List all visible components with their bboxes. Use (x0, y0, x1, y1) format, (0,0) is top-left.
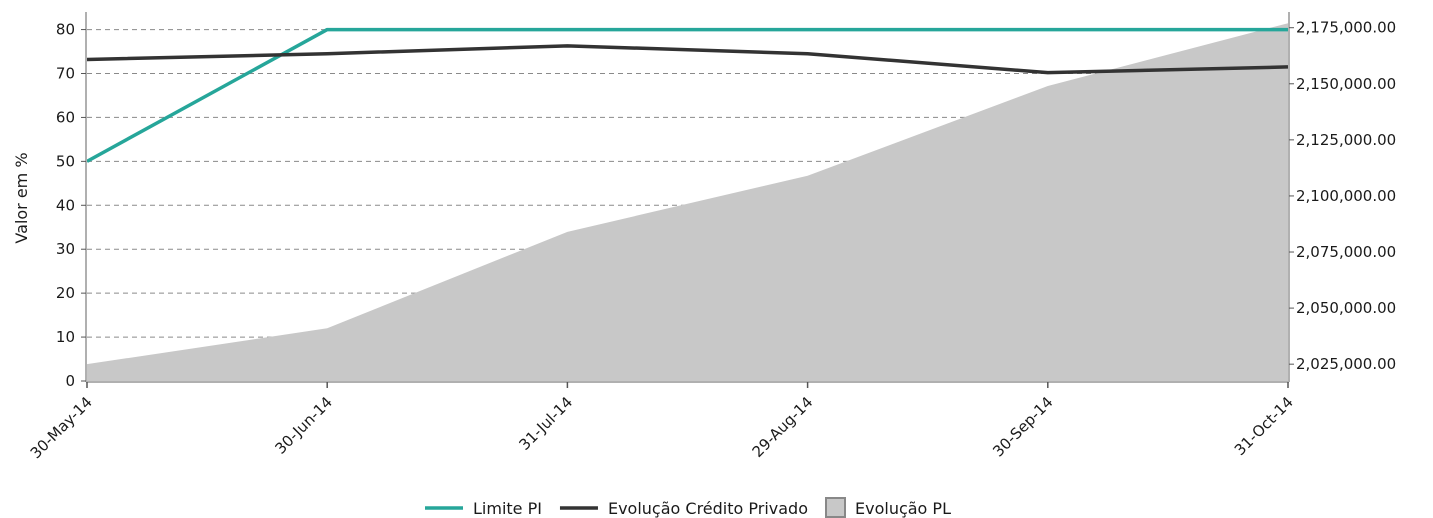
right-tick-label: 2,150,000.00 (1296, 75, 1396, 93)
x-tick-label: 31-Jul-14 (515, 393, 576, 454)
left-tick-label: 30 (56, 240, 75, 258)
right-tick-label: 2,025,000.00 (1296, 355, 1396, 373)
left-tick-label: 10 (56, 328, 75, 346)
left-tick-label: 50 (56, 152, 75, 170)
x-tick-label: 29-Aug-14 (749, 393, 817, 461)
legend-item[interactable]: Evolução Crédito Privado (559, 499, 808, 518)
left-tick-label: 40 (56, 196, 75, 214)
x-tick-label: 31-Oct-14 (1231, 393, 1297, 459)
legend-label: Limite PI (473, 499, 542, 518)
x-tick-label: 30-May-14 (27, 393, 96, 462)
left-tick-label: 20 (56, 284, 75, 302)
x-tick-label: 30-Sep-14 (989, 393, 1056, 460)
line-series-limite-pi (86, 27, 1288, 163)
x-axis-ticks: 30-May-14 30-Jun-14 31-Jul-14 29-Aug-14 30-S… (27, 382, 1297, 462)
legend-swatch (825, 497, 846, 518)
area-series-layer (87, 23, 1288, 381)
x-tick-label: 30-Jun-14 (271, 393, 336, 458)
right-tick-label: 2,075,000.00 (1296, 243, 1396, 261)
legend-item[interactable]: Evolução PL (825, 497, 951, 518)
line-series-evolucao-credito-privado (86, 44, 1289, 75)
right-tick-label: 2,125,000.00 (1296, 131, 1396, 149)
legend-item[interactable]: Limite PI (425, 499, 542, 518)
left-axis-ticks: 0 10 20 30 40 50 60 70 80 (56, 21, 86, 390)
left-tick-label: 60 (56, 108, 75, 126)
right-tick-label: 2,100,000.00 (1296, 187, 1396, 205)
right-tick-label: 2,050,000.00 (1296, 299, 1396, 317)
line-series-layer (86, 27, 1289, 163)
left-tick-label: 70 (56, 65, 75, 83)
area-evolucao-pl (87, 23, 1288, 381)
right-tick-label: 2,175,000.00 (1296, 19, 1396, 37)
left-tick-label: 80 (56, 21, 75, 39)
left-tick-label: 0 (65, 372, 75, 390)
left-axis-title: Valor em % (12, 152, 31, 243)
legend-label: Evolução PL (855, 499, 951, 518)
legend: Limite PI Evolução Crédito Privado Evoluçã… (425, 497, 951, 518)
legend-label: Evolução Crédito Privado (608, 499, 808, 518)
right-axis-ticks: 2,025,000.00 2,050,000.00 2,075,000.00 2,10… (1289, 19, 1396, 373)
